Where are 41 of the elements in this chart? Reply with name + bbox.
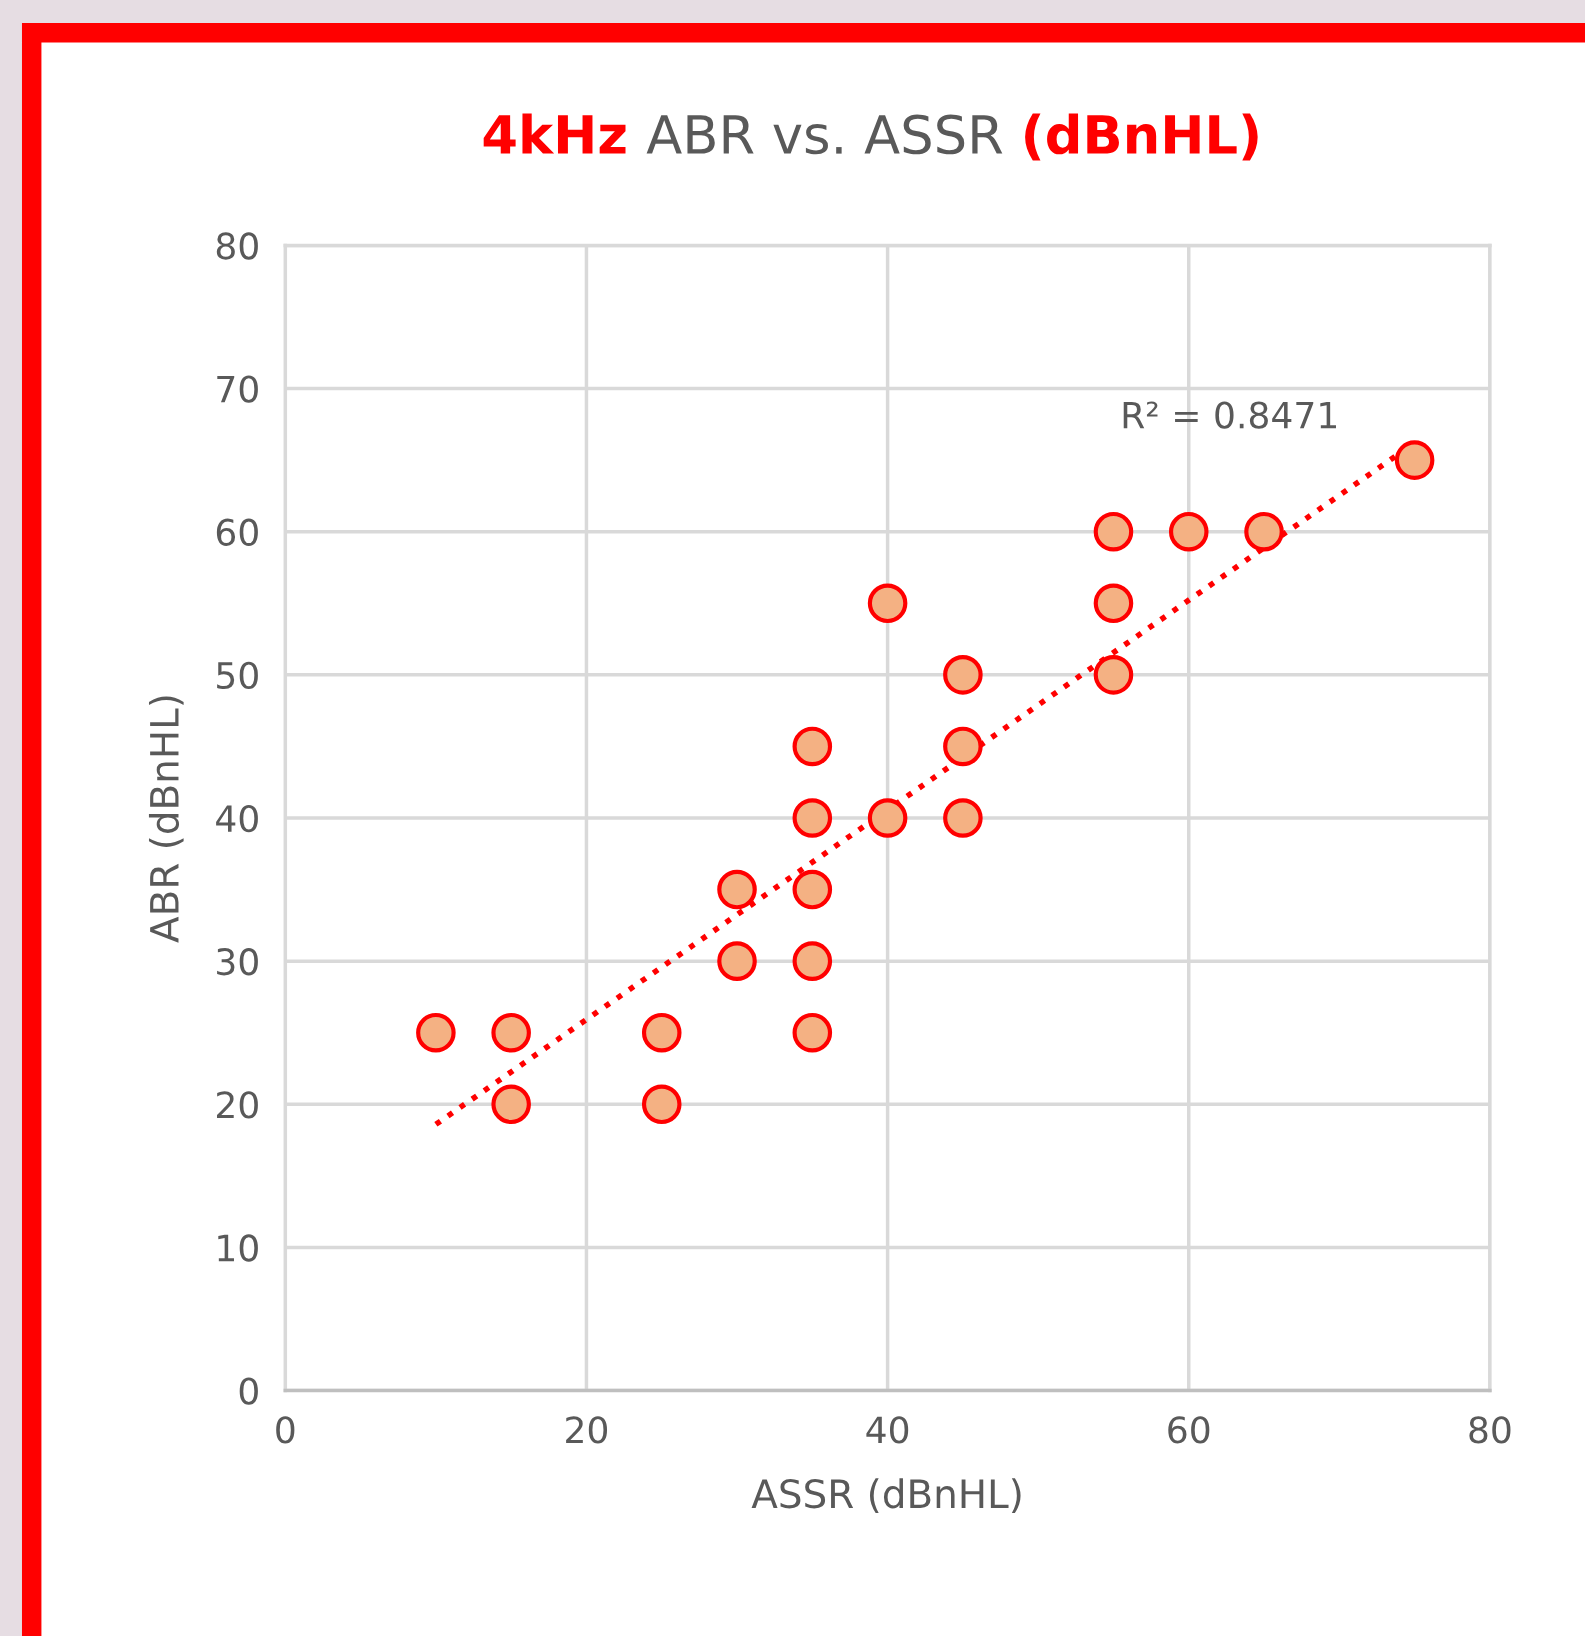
x-tick-label: 80 — [1469, 1416, 1511, 1444]
point — [867, 798, 908, 838]
point — [792, 1012, 833, 1053]
point — [1394, 440, 1435, 480]
point — [943, 726, 983, 767]
y-tick-label: 10 — [218, 1234, 258, 1262]
point — [867, 583, 908, 624]
point — [792, 798, 833, 838]
point — [1093, 655, 1134, 695]
x-tick-label: 20 — [566, 1416, 608, 1444]
x-tick-label: 0 — [276, 1416, 295, 1444]
point — [1093, 511, 1134, 552]
y-tick-label: 20 — [216, 1091, 258, 1119]
point — [943, 798, 983, 838]
y-tick-label: 60 — [216, 518, 258, 546]
point — [717, 941, 757, 981]
point — [792, 941, 833, 981]
y-tick-label: 0 — [239, 1377, 258, 1405]
y-tick-label: 50 — [217, 661, 258, 690]
annotation: R² = 0.8471 — [1123, 401, 1336, 429]
y-tick-label: 70 — [217, 375, 258, 403]
point — [641, 1084, 682, 1125]
point — [491, 1012, 531, 1053]
y-tick-label: 30 — [217, 948, 258, 976]
point — [1093, 583, 1134, 624]
point — [1244, 511, 1284, 552]
x-tick-label: 40 — [866, 1416, 909, 1444]
x-axis-title: ASSR (dBnHL) — [751, 1478, 1021, 1513]
point — [641, 1012, 682, 1053]
chart-title: 4kHz ABR vs. ASSR (dBnHL) — [483, 113, 1258, 161]
point — [943, 655, 983, 695]
point — [717, 869, 757, 910]
y-axis-title: ABR (dBnHL) — [148, 696, 184, 943]
point — [491, 1084, 531, 1125]
x-tick-label: 60 — [1168, 1416, 1210, 1444]
point — [792, 726, 833, 767]
point — [416, 1012, 456, 1053]
y-tick-label: 80 — [216, 232, 258, 260]
point — [1168, 511, 1209, 552]
y-tick-label: 40 — [216, 804, 258, 833]
point — [792, 869, 833, 910]
